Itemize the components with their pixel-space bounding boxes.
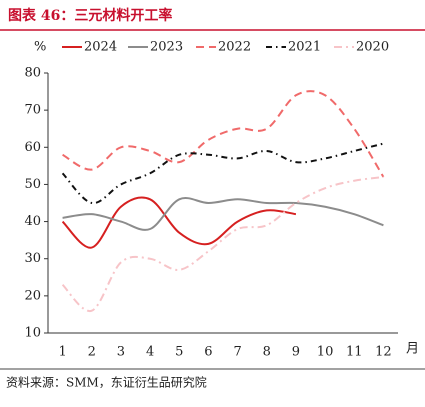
x-tick-label: 1 (58, 345, 66, 360)
series-line (62, 90, 385, 178)
y-tick-label: 20 (24, 288, 41, 303)
y-tick-label: 60 (24, 140, 41, 155)
x-tick-label: 2 (88, 345, 96, 360)
source: 资料来源：SMM，东证衍生品研究院 (6, 375, 207, 390)
series-line (61, 196, 297, 249)
x-tick-label: 11 (346, 345, 363, 360)
y-tick-label: 40 (24, 214, 41, 229)
y-tick-label: 10 (24, 326, 41, 341)
x-tick-label: 10 (317, 345, 334, 360)
x-tick-label: 6 (204, 345, 212, 360)
x-tick-label: 8 (263, 345, 271, 360)
x-tick-label: 4 (146, 345, 154, 360)
x-unit: 月 (406, 342, 419, 357)
legend-label: 2022 (218, 40, 251, 55)
y-tick-label: 70 (24, 103, 41, 118)
series-line (61, 176, 384, 312)
x-tick-label: 9 (292, 345, 300, 360)
legend-label: 2020 (356, 40, 389, 55)
chart-title: 图表 46：三元材料开工率 (8, 7, 172, 24)
y-tick-label: 50 (24, 177, 41, 192)
legend-label: 2024 (84, 40, 117, 55)
legend-label: 2021 (288, 40, 321, 55)
y-tick-label: 30 (24, 251, 41, 266)
y-unit: % (34, 40, 46, 55)
y-tick-label: 80 (24, 66, 41, 81)
x-tick-label: 3 (117, 345, 125, 360)
series-line (61, 142, 384, 205)
series-line (62, 197, 384, 231)
x-tick-label: 12 (375, 345, 392, 360)
x-tick-label: 7 (233, 345, 241, 360)
x-tick-label: 5 (175, 345, 183, 360)
legend-label: 2023 (150, 40, 183, 55)
